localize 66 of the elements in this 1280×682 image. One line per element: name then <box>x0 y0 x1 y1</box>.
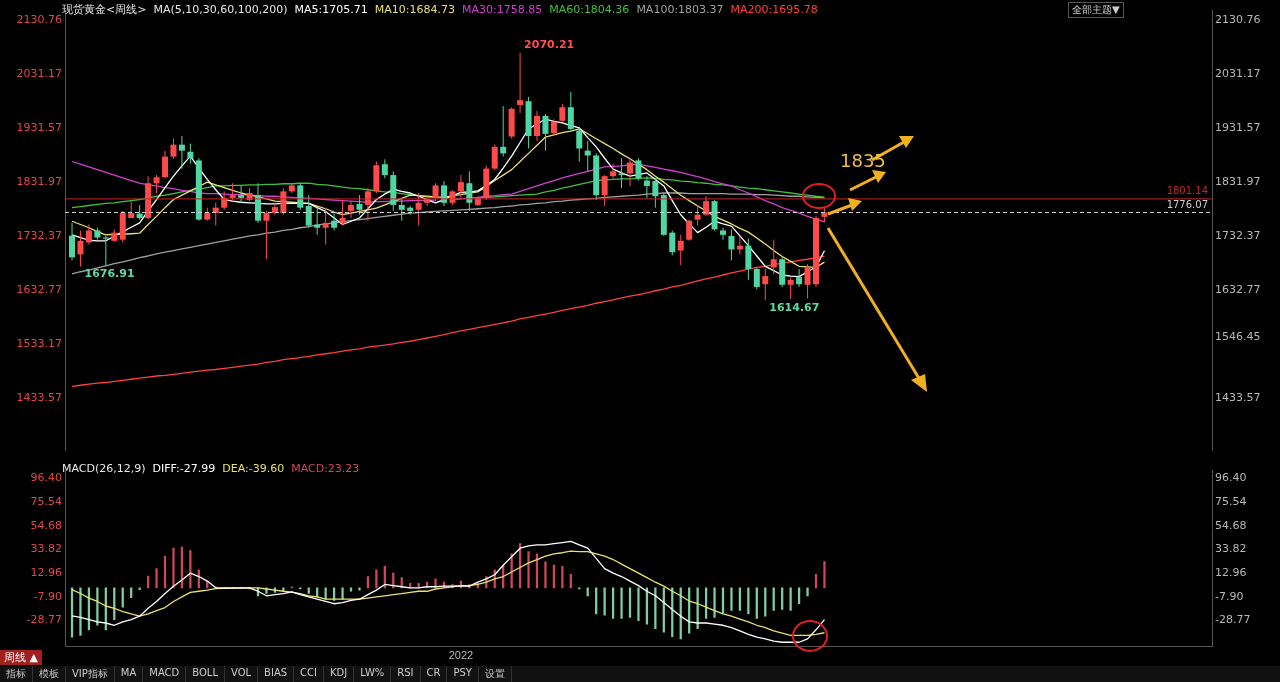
annotation: 2070.21 <box>524 38 575 52</box>
y-tick-label: 1533.17 <box>16 337 62 351</box>
y-tick-label: -7.90 <box>33 589 62 603</box>
y2-tick-label: 2130.76 <box>1215 12 1261 26</box>
y-tick-label: 75.54 <box>30 495 62 509</box>
text: MA200:1695.78 <box>730 3 818 16</box>
y-tick-label: 2031.17 <box>16 66 62 80</box>
text: DEA:-39.60 <box>222 462 285 475</box>
y-tick-label: 1433.57 <box>16 391 62 405</box>
chart-title: MACD(26,12,9) <box>62 462 146 475</box>
text: BOLL <box>186 666 225 682</box>
y2-tick-label: 1831.97 <box>1215 175 1261 189</box>
text: DIFF:-27.99 <box>152 462 216 475</box>
y2-tick-label: 96.40 <box>1215 471 1247 485</box>
text: 周线 ▲ <box>0 650 42 665</box>
text: BIAS <box>258 666 295 682</box>
text: MA <box>114 666 144 682</box>
text: MACD:23.23 <box>291 462 360 475</box>
text: CCI <box>294 666 325 682</box>
y-tick-label: 2130.76 <box>16 12 62 26</box>
text: VOL <box>224 666 259 682</box>
text: 指标 <box>0 666 33 682</box>
y-tick-label: 54.68 <box>30 518 62 532</box>
chart-subtitle: MA(5,10,30,60,100,200) <box>153 3 288 16</box>
y2-tick-label: 33.82 <box>1215 542 1247 556</box>
text: 设置 <box>478 666 512 682</box>
y-tick-label: 1732.37 <box>16 229 62 243</box>
y-tick-label: 33.82 <box>30 542 62 556</box>
y2-tick-label: 1931.57 <box>1215 120 1261 134</box>
text: LW% <box>354 666 392 682</box>
text: MA5:1705.71 <box>294 3 368 16</box>
ref-line-label: 1776.07 <box>1166 199 1208 211</box>
text: MA60:1804.36 <box>549 3 630 16</box>
ref-line-label: 1801.14 <box>1166 185 1208 197</box>
chart-title: 现货黄金<周线> <box>62 2 147 17</box>
y-tick-label: 1632.77 <box>16 283 62 297</box>
text: MA30:1758.85 <box>461 3 543 16</box>
text: 1835 <box>840 150 886 171</box>
annotation: 1676.91 <box>84 266 135 280</box>
y2-tick-label: 75.54 <box>1215 495 1247 509</box>
annotation: 1614.67 <box>769 300 820 314</box>
text: KDJ <box>324 666 355 682</box>
y2-tick-label: 1546.45 <box>1215 330 1261 344</box>
y-tick-label: -28.77 <box>26 613 62 627</box>
text: PSY <box>447 666 479 682</box>
x-tick-label: 2022 <box>448 649 474 662</box>
text: MA10:1684.73 <box>374 3 455 16</box>
text: MACD <box>143 666 187 682</box>
y2-tick-label: -7.90 <box>1215 589 1244 603</box>
y-tick-label: 1931.57 <box>16 120 62 134</box>
text: MA100:1803.37 <box>636 3 724 16</box>
y2-tick-label: 54.68 <box>1215 518 1247 532</box>
text: CR <box>420 666 448 682</box>
y2-tick-label: 1732.37 <box>1215 229 1261 243</box>
y2-tick-label: 1433.57 <box>1215 391 1261 405</box>
text: VIP指标 <box>66 666 115 682</box>
y2-tick-label: 2031.17 <box>1215 66 1261 80</box>
text: 全部主题▼ <box>1068 2 1124 18</box>
y2-tick-label: 12.96 <box>1215 566 1247 580</box>
y2-tick-label: -28.77 <box>1215 613 1251 627</box>
y-tick-label: 12.96 <box>30 566 62 580</box>
text: RSI <box>391 666 421 682</box>
y-tick-label: 1831.97 <box>16 175 62 189</box>
y2-tick-label: 1632.77 <box>1215 283 1261 297</box>
y-tick-label: 96.40 <box>30 471 62 485</box>
text: 模板 <box>33 666 66 682</box>
